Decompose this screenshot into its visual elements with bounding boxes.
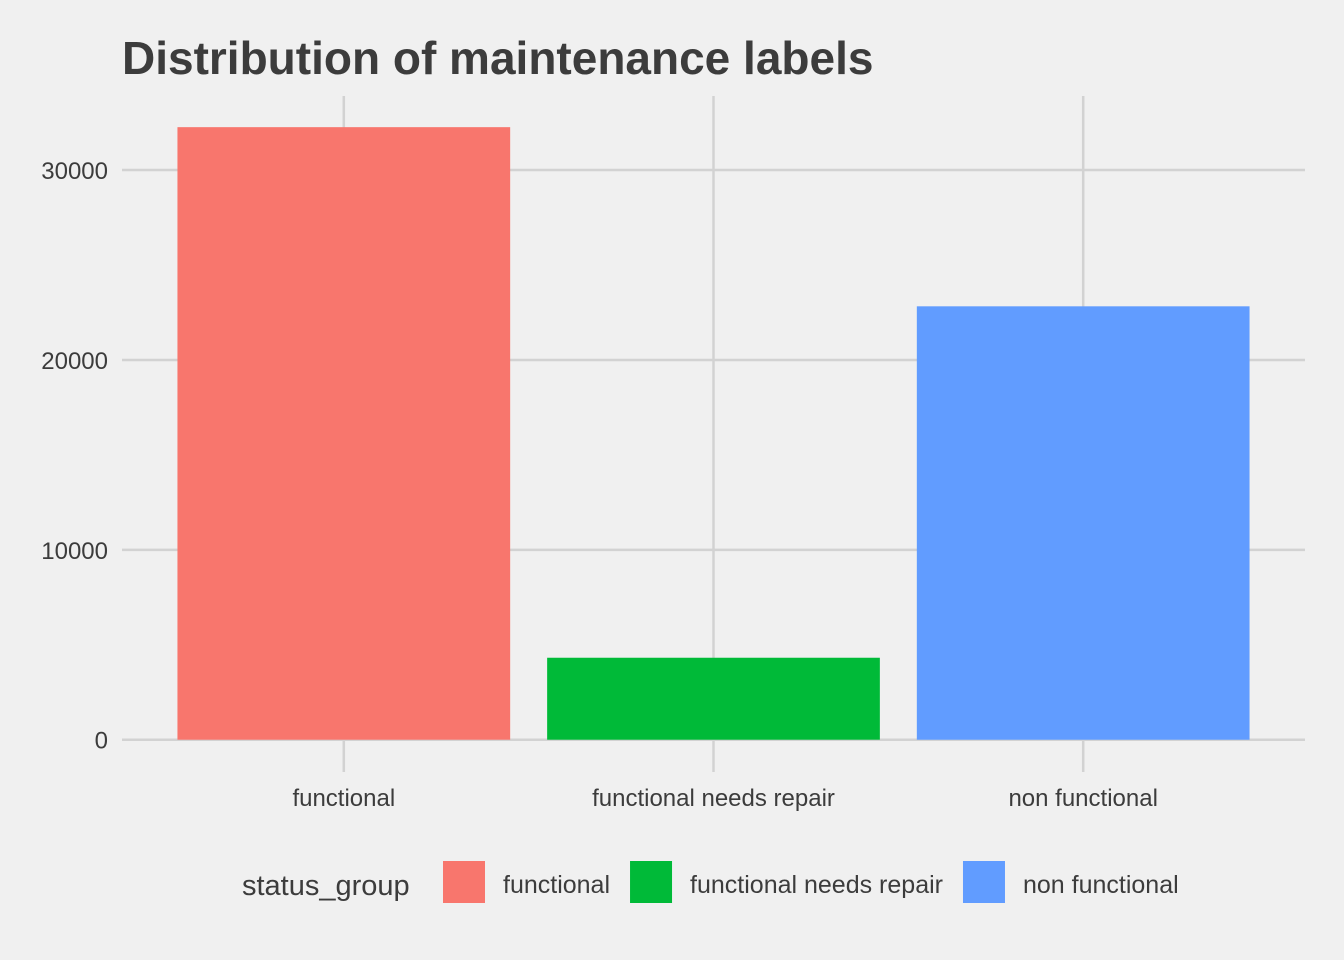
x-tick-label: non functional bbox=[1008, 785, 1157, 812]
bar-non-functional bbox=[916, 306, 1250, 740]
bar-functional-needs-repair bbox=[547, 657, 880, 740]
legend-swatch bbox=[962, 861, 1005, 903]
legend: status_group functional functional needs … bbox=[242, 861, 1179, 903]
legend-label: functional needs repair bbox=[690, 871, 943, 899]
legend-swatch bbox=[630, 861, 673, 903]
y-tick-label: 30000 bbox=[41, 158, 108, 185]
legend-swatch bbox=[443, 861, 485, 903]
legend-label: functional bbox=[503, 871, 610, 899]
y-tick-label: 20000 bbox=[41, 348, 108, 375]
axis-labels: 0 10000 20000 30000 functional functional nee… bbox=[41, 158, 1158, 812]
x-tick-label: functional needs repair bbox=[592, 785, 835, 812]
bars bbox=[177, 127, 1250, 740]
chart-title: Distribution of maintenance labels bbox=[122, 32, 873, 84]
y-tick-label: 0 bbox=[95, 728, 108, 755]
y-tick-label: 10000 bbox=[41, 538, 108, 565]
x-tick-label: functional bbox=[292, 785, 395, 812]
bar-functional bbox=[177, 127, 511, 740]
legend-title: status_group bbox=[242, 870, 410, 902]
legend-label: non functional bbox=[1023, 871, 1179, 899]
